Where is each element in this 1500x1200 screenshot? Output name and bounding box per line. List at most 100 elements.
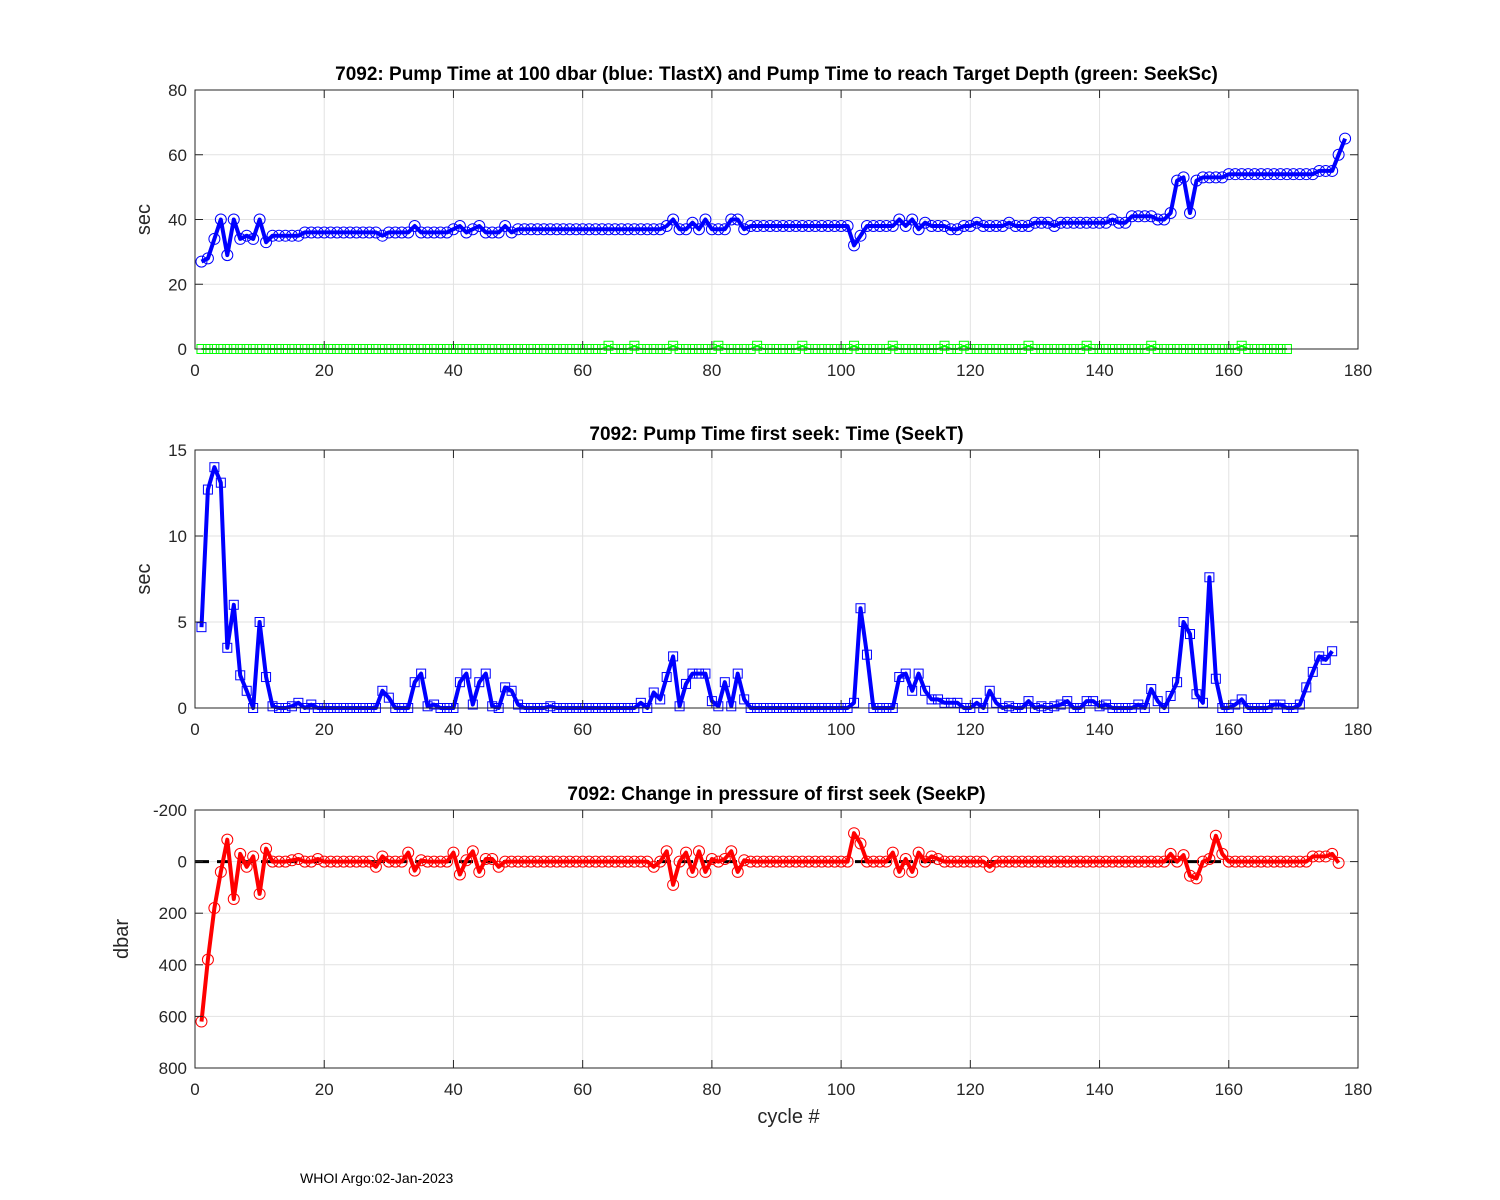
data-point (1209, 829, 1222, 842)
data-point (854, 837, 867, 850)
data-point (460, 226, 473, 239)
data-point (1255, 168, 1268, 181)
data-point (544, 855, 557, 868)
data-point (337, 226, 350, 239)
data-point (848, 239, 861, 252)
data-point (1119, 216, 1132, 229)
data-point (454, 677, 465, 688)
data-point (971, 697, 982, 708)
data-point (681, 678, 692, 689)
data-point (655, 694, 666, 705)
data-point (621, 223, 634, 236)
data-point (195, 255, 208, 268)
data-point (583, 855, 596, 868)
data-point (776, 219, 789, 232)
data-point (1287, 855, 1300, 868)
data-point (196, 622, 207, 633)
data-point (416, 668, 427, 679)
data-point (693, 668, 704, 679)
data-point (744, 855, 757, 868)
footer-text: WHOI Argo:02-Jan-2023 (300, 1170, 454, 1186)
data-point (861, 649, 872, 660)
data-point (854, 229, 867, 242)
x-tick-label: 160 (1215, 1080, 1243, 1099)
data-point (1164, 207, 1177, 220)
data-point (1028, 216, 1041, 229)
data-point (550, 223, 563, 236)
y-tick-label: 20 (168, 275, 187, 294)
chart-title: 7092: Pump Time first seek: Time (SeekT) (589, 424, 963, 445)
data-point (298, 855, 311, 868)
data-point (1036, 701, 1047, 712)
data-point (298, 226, 311, 239)
data-point (860, 855, 873, 868)
data-point (1306, 168, 1319, 181)
data-point (570, 855, 583, 868)
data-point (731, 865, 744, 878)
data-point (369, 860, 382, 873)
data-point (615, 855, 628, 868)
data-point (234, 232, 247, 245)
data-point (563, 223, 576, 236)
data-point (409, 677, 420, 688)
data-point (1151, 213, 1164, 226)
data-point (1313, 850, 1326, 863)
data-point (634, 223, 647, 236)
data-point (951, 223, 964, 236)
data-point (770, 855, 783, 868)
data-point (227, 893, 240, 906)
data-point (835, 219, 848, 232)
data-point (1210, 673, 1221, 684)
data-point (589, 855, 602, 868)
data-point (266, 855, 279, 868)
data-point (1203, 171, 1216, 184)
data-point (408, 864, 421, 877)
data-point (1023, 340, 1034, 351)
data-point (660, 219, 673, 232)
y-tick-label: 10 (168, 527, 187, 546)
data-point (1132, 210, 1145, 223)
y-axis-label: sec (133, 563, 155, 594)
data-point (221, 249, 234, 262)
data-point (1009, 219, 1022, 232)
data-point (984, 685, 995, 696)
x-tick-label: 80 (702, 1080, 721, 1099)
data-point (1235, 168, 1248, 181)
x-tick-label: 100 (827, 720, 855, 739)
data-point (1158, 855, 1171, 868)
data-point (925, 850, 938, 863)
data-point (977, 219, 990, 232)
data-point (686, 216, 699, 229)
data-point (545, 701, 556, 712)
data-point (1009, 855, 1022, 868)
data-point (849, 697, 860, 708)
data-point (1028, 855, 1041, 868)
data-point (705, 853, 718, 866)
data-point (725, 845, 738, 858)
data-point (802, 219, 815, 232)
data-point (668, 651, 679, 662)
data-point (1216, 847, 1229, 860)
data-point (1087, 216, 1100, 229)
data-point (266, 229, 279, 242)
data-point (324, 226, 337, 239)
data-point (686, 865, 699, 878)
data-point (886, 846, 899, 859)
data-point (634, 855, 647, 868)
data-point (692, 845, 705, 858)
data-point (673, 223, 686, 236)
data-point (964, 219, 977, 232)
data-point (951, 855, 964, 868)
data-point (1081, 696, 1092, 707)
data-point (944, 855, 957, 868)
data-point (860, 219, 873, 232)
data-point (1100, 855, 1113, 868)
data-point (461, 668, 472, 679)
data-point (267, 701, 278, 712)
data-point (1235, 855, 1248, 868)
data-point (1101, 699, 1112, 710)
data-point (1003, 216, 1016, 229)
data-point (292, 853, 305, 866)
data-point (1088, 696, 1099, 707)
x-tick-label: 120 (956, 720, 984, 739)
